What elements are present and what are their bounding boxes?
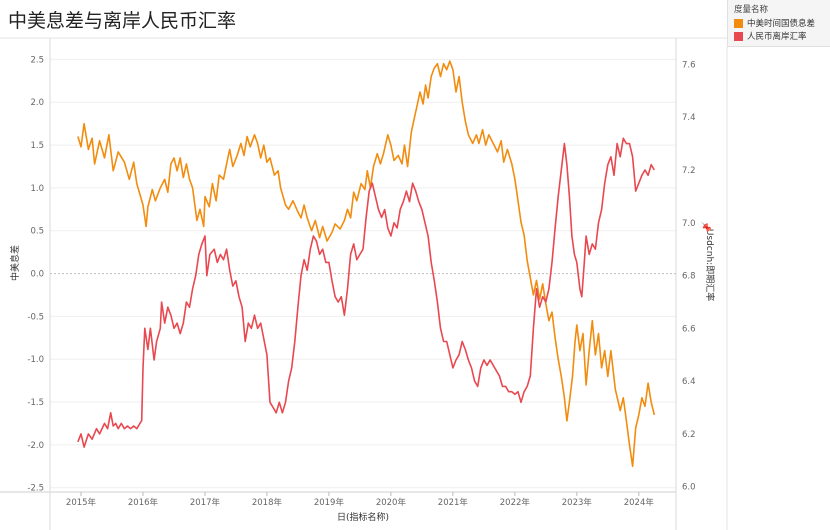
x-tick-label: 2015年 bbox=[66, 497, 97, 508]
x-tick-label: 2024年 bbox=[624, 497, 655, 508]
chart-legend: 度量名称 中美时间国债息差 人民币离岸汇率 bbox=[727, 0, 830, 47]
x-tick-label: 2017年 bbox=[190, 497, 221, 508]
y-right-axis: 7.6 7.4 7.2 7.0 6.8 6.6 6.4 6.2 6.0 bbox=[682, 60, 696, 492]
y-right-tick-label: 6.0 bbox=[682, 483, 696, 493]
x-tick-label: 2021年 bbox=[438, 497, 469, 508]
legend-swatch-cnh bbox=[734, 31, 743, 41]
y-right-tick-label: 6.4 bbox=[682, 377, 696, 387]
series-line-cnh bbox=[77, 137, 655, 448]
y-right-tick-label: 6.2 bbox=[682, 430, 696, 440]
x-tick-label: 2023年 bbox=[562, 497, 593, 508]
y-right-axis-label: Usdcnh:即期汇率 bbox=[704, 229, 716, 301]
pin-icon[interactable]: 📌 bbox=[700, 221, 712, 232]
y-left-tick-label: 1.5 bbox=[30, 141, 44, 151]
y-left-tick-label: -1.0 bbox=[27, 355, 44, 365]
x-tick-label: 2019年 bbox=[314, 497, 345, 508]
legend-item-spread[interactable]: 中美时间国债息差 bbox=[734, 17, 815, 29]
y-right-tick-label: 6.8 bbox=[682, 272, 696, 282]
y-left-axis-label: 中美息差 bbox=[9, 245, 21, 281]
legend-swatch-spread bbox=[734, 18, 743, 28]
legend-title: 度量名称 bbox=[734, 5, 769, 15]
y-left-tick-label: -0.5 bbox=[27, 312, 44, 322]
legend-item-cnh[interactable]: 人民币离岸汇率 bbox=[734, 30, 807, 42]
x-tick-label: 2020年 bbox=[376, 497, 407, 508]
chart-series bbox=[77, 60, 656, 468]
x-tick-label: 2022年 bbox=[500, 497, 531, 508]
y-right-tick-label: 7.0 bbox=[682, 219, 696, 229]
y-left-tick-label: 2.5 bbox=[30, 55, 44, 65]
y-left-tick-label: 1.0 bbox=[30, 184, 44, 194]
y-left-tick-label: -2.0 bbox=[27, 441, 44, 451]
y-right-tick-label: 7.6 bbox=[682, 60, 696, 70]
x-axis: 2015年 2016年 2017年 2018年 2019年 2020年 2021年 2022年… bbox=[66, 492, 654, 508]
y-left-tick-label: 0.0 bbox=[30, 270, 44, 280]
y-right-tick-label: 7.2 bbox=[682, 166, 696, 176]
y-right-tick-label: 6.6 bbox=[682, 324, 696, 334]
legend-label-cnh: 人民币离岸汇率 bbox=[747, 32, 807, 42]
page-title: 中美息差与离岸人民币汇率 bbox=[8, 10, 237, 32]
chart-frame bbox=[0, 37, 728, 530]
y-right-tick-label: 7.4 bbox=[682, 113, 696, 123]
y-left-tick-label: -2.5 bbox=[27, 484, 44, 494]
y-left-tick-label: -1.5 bbox=[27, 398, 44, 408]
chart-grid bbox=[50, 58, 676, 489]
x-tick-label: 2016年 bbox=[128, 497, 159, 508]
y-left-tick-label: 2.0 bbox=[30, 98, 44, 108]
y-left-tick-label: 0.5 bbox=[30, 227, 44, 237]
series-line-spread bbox=[77, 60, 656, 468]
legend-label-spread: 中美时间国债息差 bbox=[747, 19, 816, 29]
x-axis-label: 日(指标名称) bbox=[337, 511, 389, 523]
y-left-axis: 2.5 2.0 1.5 1.0 0.5 0.0 -0.5 -1.0 -1.5 -2.0 -2.5 bbox=[27, 55, 44, 493]
x-tick-label: 2018年 bbox=[252, 497, 283, 508]
